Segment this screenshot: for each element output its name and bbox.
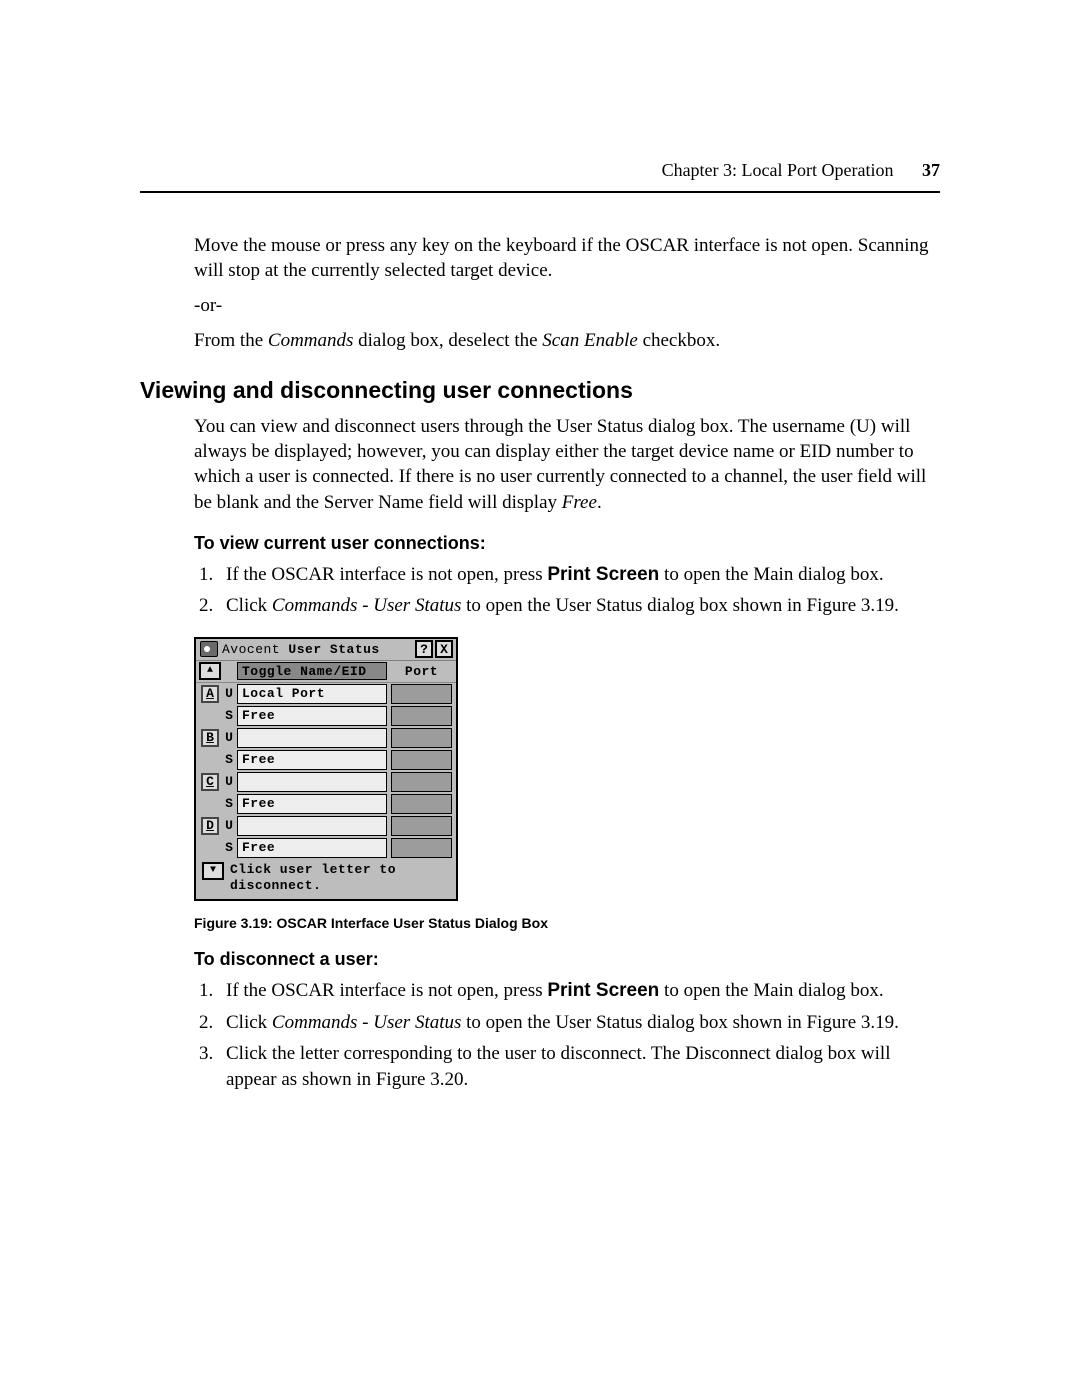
dialog-title-bar: Avocent User Status ? X [196,639,456,661]
section-heading: Viewing and disconnecting user connectio… [140,377,940,404]
user-name-field [237,728,387,748]
page: Chapter 3: Local Port Operation 37 Move … [0,0,1080,1093]
server-port-field [391,794,452,814]
user-letter-cell: D [199,815,221,837]
server-s-label: S [221,837,237,859]
user-rows: AULocal PortSFreeBUSFreeCUSFreeDUSFree [196,683,456,859]
server-name-field: Free [237,706,387,726]
section-body: You can view and disconnect users throug… [194,414,940,619]
user-letter-cell: C [199,771,221,793]
subhead-view: To view current user connections: [194,533,940,554]
intro-para-2: From the Commands dialog box, deselect t… [194,328,940,353]
user-port-field [391,684,452,704]
disc-step-2: Click Commands - User Status to open the… [218,1010,940,1036]
server-row: SFree [196,837,456,859]
dialog-footer-msg: Click user letter to disconnect. [224,862,452,893]
view-step-1: If the OSCAR interface is not open, pres… [218,562,940,588]
user-u-label: U [221,683,237,705]
disconnect-block: To disconnect a user: If the OSCAR inter… [194,949,940,1093]
user-status-dialog-figure: Avocent User Status ? X ▲ Toggle Name/EI… [194,637,940,931]
server-name-field: Free [237,838,387,858]
scroll-down-button[interactable]: ▼ [202,862,224,880]
user-u-label: U [221,727,237,749]
user-row: CU [196,771,456,793]
dialog-footer: ▼ Click user letter to disconnect. [196,859,456,899]
server-s-label: S [221,793,237,815]
user-letter-button[interactable]: A [201,685,219,703]
chapter-label: Chapter 3: Local Port Operation [662,160,894,180]
page-header: Chapter 3: Local Port Operation 37 [140,160,940,193]
server-s-label: S [221,749,237,771]
scroll-up-button[interactable]: ▲ [199,662,221,680]
user-u-label: U [221,815,237,837]
user-letter-button[interactable]: B [201,729,219,747]
user-row: DU [196,815,456,837]
intro-or: -or- [194,293,940,318]
subhead-disconnect: To disconnect a user: [194,949,940,970]
view-step-2: Click Commands - User Status to open the… [218,593,940,619]
help-button[interactable]: ? [415,640,433,658]
dialog-title: Avocent User Status [222,642,413,657]
page-number: 37 [922,160,940,180]
user-u-label: U [221,771,237,793]
server-row: SFree [196,793,456,815]
user-letter-button[interactable]: D [201,817,219,835]
user-port-field [391,728,452,748]
user-name-field: Local Port [237,684,387,704]
user-port-field [391,816,452,836]
close-button[interactable]: X [435,640,453,658]
figure-caption: Figure 3.19: OSCAR Interface User Status… [194,915,940,931]
intro-para-1: Move the mouse or press any key on the k… [194,233,940,283]
disconnect-steps: If the OSCAR interface is not open, pres… [218,978,940,1093]
disc-step-3: Click the letter corresponding to the us… [218,1041,940,1092]
user-name-field [237,816,387,836]
server-name-field: Free [237,750,387,770]
intro-block: Move the mouse or press any key on the k… [194,233,940,353]
server-row: SFree [196,705,456,727]
user-letter-button[interactable]: C [201,773,219,791]
user-row: AULocal Port [196,683,456,705]
dialog-column-header: ▲ Toggle Name/EID Port [196,661,456,683]
disc-step-1: If the OSCAR interface is not open, pres… [218,978,940,1004]
user-name-field [237,772,387,792]
server-row: SFree [196,749,456,771]
user-status-dialog: Avocent User Status ? X ▲ Toggle Name/EI… [194,637,458,901]
user-letter-cell: B [199,727,221,749]
section-para: You can view and disconnect users throug… [194,414,940,514]
server-port-field [391,750,452,770]
user-port-field [391,772,452,792]
user-letter-cell: A [199,683,221,705]
view-steps: If the OSCAR interface is not open, pres… [218,562,940,619]
user-row: BU [196,727,456,749]
toggle-name-eid-button[interactable]: Toggle Name/EID [237,662,387,680]
server-port-field [391,838,452,858]
port-column-label: Port [387,664,456,679]
brand-icon [200,641,218,657]
server-s-label: S [221,705,237,727]
server-port-field [391,706,452,726]
server-name-field: Free [237,794,387,814]
